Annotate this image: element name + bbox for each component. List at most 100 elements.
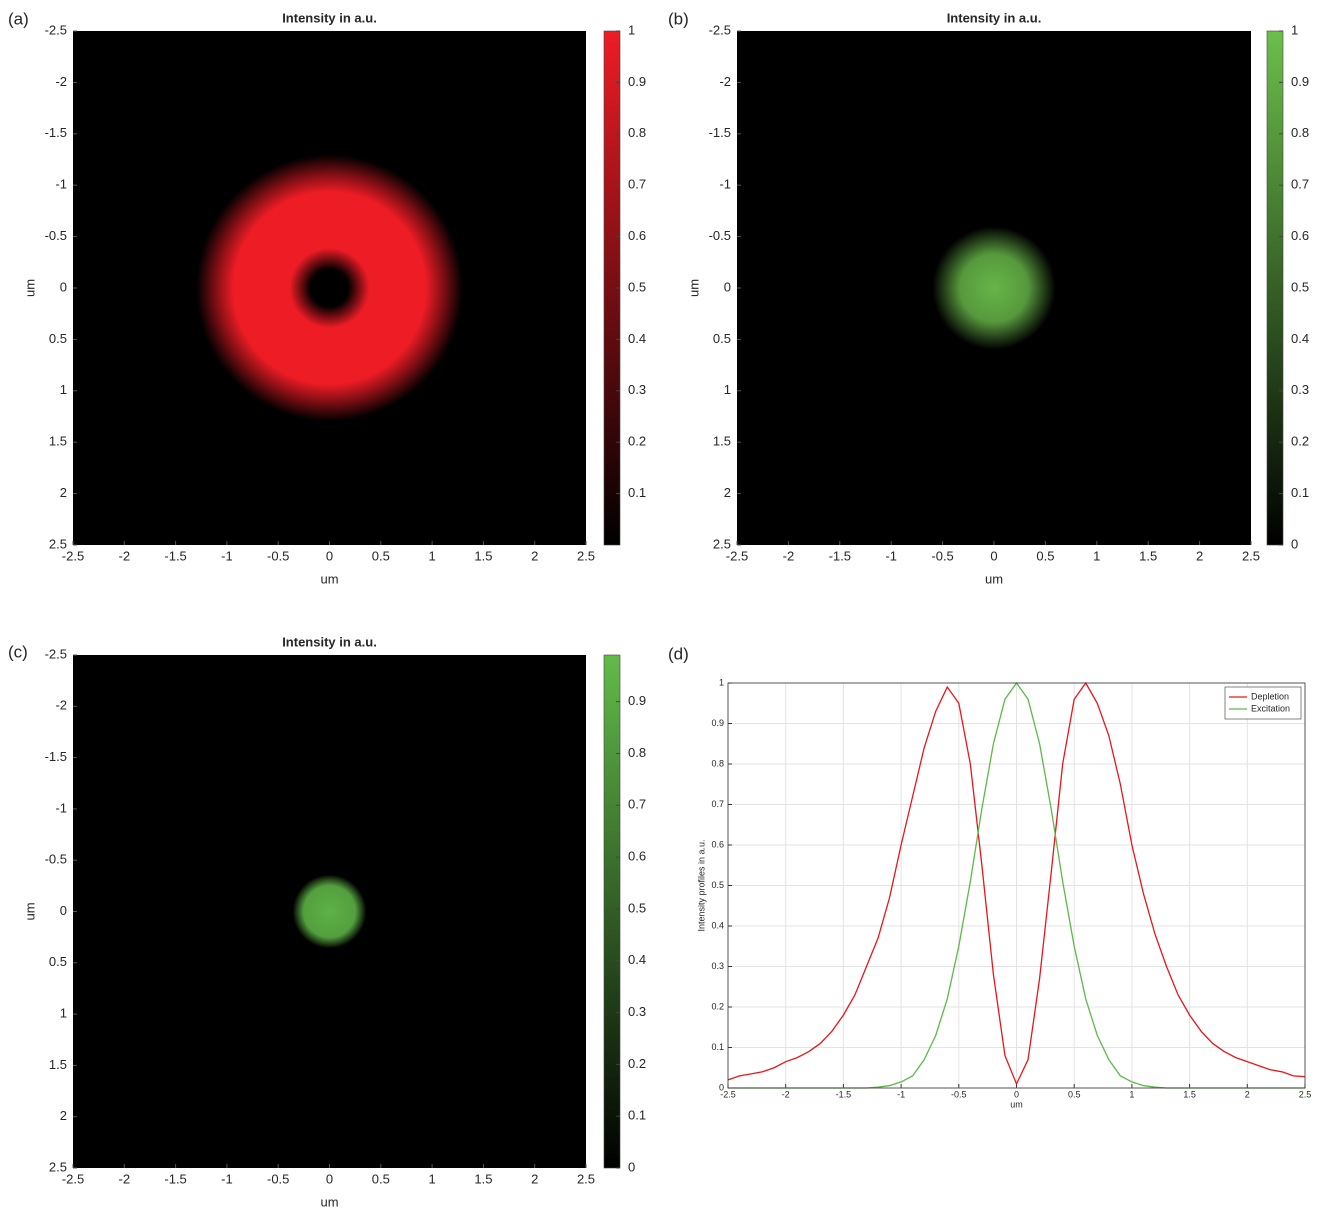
colorbar-tick-label: 0.8: [1291, 125, 1309, 140]
panel: (c)Intensity in a.u.00.10.20.30.40.50.60…: [8, 634, 646, 1209]
colorbar-tick-label: 0.3: [628, 1004, 646, 1019]
y-tick-label: 1: [60, 382, 67, 397]
colorbar-tick-label: 0.5: [1291, 279, 1309, 294]
x-tick-label: 1: [428, 548, 435, 563]
colorbar-tick-label: 0.7: [628, 177, 646, 192]
x-tick-label: -1: [221, 1171, 233, 1186]
y-tick-label: 2: [60, 1108, 67, 1123]
x-tick-label: -0.5: [951, 1089, 967, 1099]
figure: (a) Intensity in a.u. 0.1 0.2 0.3 0.4 0.5 0.6 0.…: [0, 0, 1322, 1209]
x-tick-label: 2.5: [1299, 1089, 1312, 1099]
x-tick-label: 1: [1093, 548, 1100, 563]
x-tick-label: 0: [1014, 1089, 1019, 1099]
y-tick-label: -2: [55, 698, 67, 713]
colorbar-tick-label: 0.1: [1291, 485, 1309, 500]
x-tick-label: 1.5: [474, 548, 492, 563]
x-tick-label: -1.5: [164, 548, 186, 563]
y-tick-label: -2.5: [45, 22, 67, 37]
x-tick-label: 1: [1129, 1089, 1134, 1099]
x-tick-label: -1: [897, 1089, 905, 1099]
colorbar-tick-label: 0.2: [628, 434, 646, 449]
x-tick-label: 0.5: [372, 1171, 390, 1186]
x-axis-label: um: [985, 571, 1003, 586]
y-tick-label: 0.7: [711, 799, 724, 809]
y-tick-label: 2.5: [49, 536, 67, 551]
y-tick-label: -2: [719, 74, 731, 89]
y-tick-label: -1.5: [709, 125, 731, 140]
x-tick-label: 2: [1245, 1089, 1250, 1099]
panel: (a)Intensity in a.u.0.10.20.30.40.50.60.…: [8, 9, 646, 586]
chart-title: Intensity in a.u.: [282, 10, 377, 25]
colorbar-tick-label: 0.3: [628, 382, 646, 397]
y-tick-label: 1.5: [49, 1057, 67, 1072]
colorbar-tick-label: 0.5: [628, 900, 646, 915]
x-tick-label: 2: [531, 1171, 538, 1186]
x-tick-label: -1.5: [836, 1089, 852, 1099]
y-tick-label: 1.5: [713, 434, 731, 449]
colorbar-tick-label: 1: [628, 22, 635, 37]
y-tick-label: 0: [60, 279, 67, 294]
y-axis-label: um: [22, 902, 37, 920]
intensity-image: [932, 226, 1055, 349]
chart-title: Intensity in a.u.: [282, 634, 377, 649]
colorbar-tick-label: 0.9: [628, 74, 646, 89]
x-tick-label: 2: [531, 548, 538, 563]
x-tick-label: 0.5: [1068, 1089, 1081, 1099]
colorbar-tick-label: 0.6: [628, 228, 646, 243]
x-tick-label: -0.5: [267, 1171, 289, 1186]
x-tick-label: 1.5: [474, 1171, 492, 1186]
y-tick-label: -1: [55, 177, 67, 192]
colorbar-tick-label: 0.7: [628, 797, 646, 812]
colorbar-tick-label: 0.9: [628, 693, 646, 708]
colorbar-tick-label: 0.2: [628, 1056, 646, 1071]
y-tick-label: 0.9: [711, 718, 724, 728]
y-axis-label: Intensity profiles in a.u.: [696, 839, 706, 931]
colorbar-tick-label: 0.1: [628, 1108, 646, 1123]
x-tick-label: -2: [782, 1089, 790, 1099]
y-axis-label: um: [22, 279, 37, 297]
colorbar-tick-label: 0.4: [1291, 331, 1309, 346]
x-tick-label: 2.5: [577, 1171, 595, 1186]
y-tick-label: -2.5: [709, 22, 731, 37]
colorbar-tick-label: 0.7: [1291, 177, 1309, 192]
y-tick-label: 2.5: [49, 1159, 67, 1174]
x-tick-label: 0.5: [1036, 548, 1054, 563]
x-tick-label: 1.5: [1139, 548, 1157, 563]
colorbar-tick-label: 0.4: [628, 952, 646, 967]
y-tick-label: 2: [60, 485, 67, 500]
y-tick-label: 0.6: [711, 839, 724, 849]
x-tick-label: -2: [783, 548, 795, 563]
x-tick-label: 1: [428, 1171, 435, 1186]
colorbar: [604, 655, 620, 1168]
colorbar-tick-label: 0: [1291, 536, 1298, 551]
y-tick-label: 1: [719, 677, 724, 687]
y-tick-label: 1.5: [49, 434, 67, 449]
intensity-image: [196, 155, 463, 422]
x-axis-label: um: [320, 1194, 338, 1209]
x-axis-label: um: [1010, 1099, 1023, 1109]
x-tick-label: -1.5: [164, 1171, 186, 1186]
x-tick-label: -0.5: [931, 548, 953, 563]
x-tick-label: 1.5: [1183, 1089, 1196, 1099]
x-tick-label: 2.5: [1242, 548, 1260, 563]
y-tick-label: -0.5: [45, 852, 67, 867]
y-tick-label: -1: [719, 177, 731, 192]
y-tick-label: -2: [55, 74, 67, 89]
x-tick-label: 2: [1196, 548, 1203, 563]
y-tick-label: -0.5: [45, 228, 67, 243]
panel-label: (d): [668, 644, 689, 663]
y-axis-label: um: [686, 279, 701, 297]
y-tick-label: 0.5: [713, 331, 731, 346]
x-tick-label: 0.5: [372, 548, 390, 563]
y-tick-label: -1: [55, 800, 67, 815]
x-tick-label: -1: [221, 548, 233, 563]
x-tick-label: -0.5: [267, 548, 289, 563]
y-tick-label: 2.5: [713, 536, 731, 551]
panel-label: (a): [8, 9, 29, 28]
x-tick-label: -1: [885, 548, 897, 563]
x-tick-label: 0: [326, 548, 333, 563]
colorbar-tick-label: 0: [628, 1159, 635, 1174]
colorbar-tick-label: 0.3: [1291, 382, 1309, 397]
y-tick-label: -1.5: [45, 125, 67, 140]
